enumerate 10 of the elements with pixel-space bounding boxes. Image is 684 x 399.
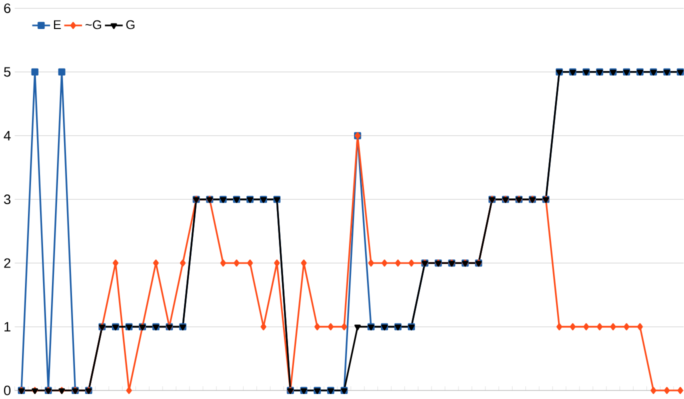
y-tick-label: 3 (4, 194, 10, 204)
legend-label: ~G (86, 20, 102, 30)
y-tick-label: 4 (4, 131, 11, 140)
y-tick-label: 0 (4, 386, 10, 396)
legend-label: E (54, 20, 61, 30)
y-tick-label: 6 (4, 4, 10, 14)
y-tick-label: 1 (4, 322, 10, 332)
legend-label: G (126, 20, 134, 30)
y-tick-label: 5 (4, 67, 10, 77)
y-tick-label: 2 (4, 258, 10, 268)
